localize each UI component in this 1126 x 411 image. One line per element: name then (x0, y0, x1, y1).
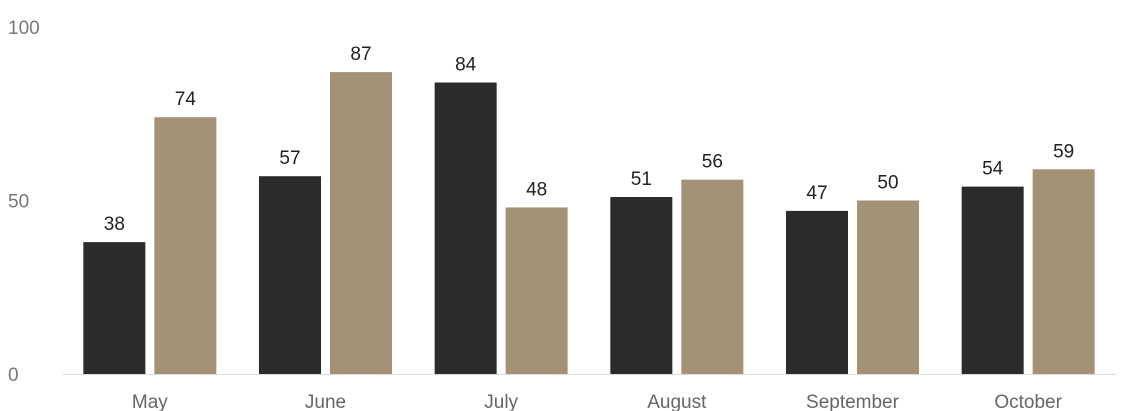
bar-june-series-1 (259, 176, 321, 374)
x-tick-label: July (484, 392, 518, 411)
data-label: 51 (631, 169, 652, 190)
x-axis-labels: May June July August September October (132, 392, 1063, 411)
y-tick-label: 0 (8, 365, 19, 386)
y-tick-label: 100 (8, 18, 40, 39)
x-tick-label: May (132, 392, 168, 411)
data-label: 38 (104, 214, 125, 235)
bar-series (83, 72, 1095, 375)
data-label: 54 (982, 159, 1004, 180)
bar-june-series-2 (330, 72, 392, 375)
bar-september-series-1 (786, 210, 848, 374)
y-axis-ticks: 0 50 100 (8, 18, 40, 386)
bar-may-series-1 (83, 242, 146, 374)
bar-july-series-1 (434, 82, 497, 375)
data-label: 74 (175, 89, 197, 110)
data-label: 84 (455, 55, 477, 76)
data-label: 87 (350, 44, 371, 65)
data-label: 47 (806, 183, 827, 204)
bar-october-series-1 (961, 186, 1024, 374)
data-label: 59 (1053, 141, 1074, 162)
bar-august-series-2 (681, 179, 744, 374)
data-label: 57 (279, 148, 300, 169)
x-tick-label: August (647, 392, 707, 411)
y-tick-label: 50 (8, 192, 29, 213)
x-tick-label: June (305, 392, 346, 411)
bar-july-series-2 (505, 207, 568, 374)
bar-may-series-2 (154, 117, 217, 374)
data-label: 56 (702, 152, 723, 173)
bar-september-series-2 (857, 200, 919, 374)
bar-august-series-1 (610, 197, 673, 374)
x-tick-label: September (806, 392, 900, 411)
data-label: 48 (526, 179, 547, 200)
data-labels: 38 74 57 87 84 48 51 56 47 50 54 59 (104, 44, 1074, 235)
data-label: 50 (877, 173, 898, 194)
bar-october-series-2 (1032, 169, 1095, 374)
x-tick-label: October (994, 392, 1062, 411)
